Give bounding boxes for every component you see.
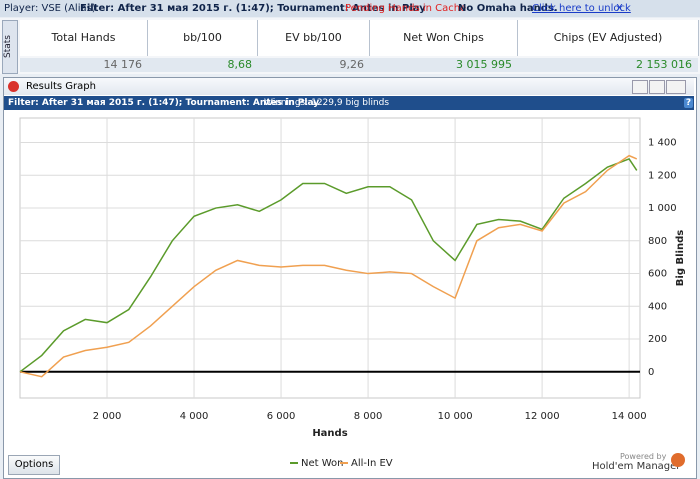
stats-panel: Stats Total Hands bb/100 EV bb/100 Net W… — [0, 18, 700, 74]
x-axis-label: Hands — [312, 428, 347, 439]
legend-label: Net Won — [301, 458, 344, 469]
close-window[interactable] — [666, 80, 686, 94]
close[interactable]: X — [616, 3, 623, 14]
y-tick-label: 600 — [648, 269, 667, 280]
y-tick-label: 0 — [648, 367, 654, 378]
y-tick-label: 800 — [648, 236, 667, 247]
stat-value: 14 176 — [20, 58, 148, 72]
brand-logo — [671, 453, 685, 467]
column-header[interactable]: bb/100 — [148, 20, 258, 56]
window-title: Results Graph — [26, 81, 96, 92]
stat-value: 9,26 — [258, 58, 370, 72]
column-header[interactable]: Net Won Chips — [370, 20, 518, 56]
x-tick-label: 2 000 — [93, 411, 122, 422]
window-filter: Filter: After 31 мая 2015 г. (1:47); Tou… — [8, 98, 320, 108]
column-header[interactable]: Total Hands — [20, 20, 148, 56]
y-tick-label: 200 — [648, 334, 667, 345]
winnings: Winnings: 1229,9 big blinds — [264, 98, 390, 108]
column-header[interactable]: Chips (EV Adjusted) — [518, 20, 699, 56]
top-bar: Player: VSE (Alias) Filter: After 31 мая… — [0, 0, 700, 17]
app-icon — [8, 81, 19, 92]
stat-value: 3 015 995 — [370, 58, 518, 72]
unlock-link[interactable]: Click here to unlock — [532, 3, 631, 14]
x-tick-label: 4 000 — [180, 411, 209, 422]
x-tick-label: 12 000 — [525, 411, 560, 422]
y-tick-label: 400 — [648, 301, 667, 312]
player: Player: VSE (Alias) — [4, 3, 96, 14]
window-title-bar: Results Graph — [4, 78, 694, 95]
plot-area — [19, 117, 641, 399]
y-tick-label: 1 200 — [648, 170, 677, 181]
options-label: Options — [14, 459, 54, 470]
series-line — [19, 154, 638, 378]
options-button[interactable]: Options — [8, 455, 60, 475]
legend-label: All-In EV — [351, 458, 393, 469]
brand: Hold'em Manager — [592, 461, 681, 472]
stat-value: 8,68 — [148, 58, 258, 72]
series-line — [19, 158, 638, 373]
column-header[interactable]: EV bb/100 — [258, 20, 370, 56]
x-tick-label: 14 000 — [612, 411, 647, 422]
omaha-note: No Omaha hands. — [458, 3, 558, 14]
x-tick-label: 10 000 — [438, 411, 473, 422]
x-tick-label: 8 000 — [354, 411, 383, 422]
stat-value: 2 153 016 — [518, 58, 698, 72]
y-axis-label: Big Blinds — [675, 230, 686, 286]
x-tick-label: 6 000 — [267, 411, 296, 422]
minimize[interactable] — [632, 80, 648, 94]
help[interactable]: ? — [684, 98, 693, 108]
filter: Filter: After 31 мая 2015 г. (1:47); Tou… — [80, 3, 426, 14]
pending[interactable]: Pending Hands in Cache — [345, 3, 467, 14]
maximize[interactable] — [649, 80, 665, 94]
powered-by: Powered by — [620, 452, 667, 461]
y-tick-label: 1 400 — [648, 138, 677, 149]
filter-bar: Filter: After 31 мая 2015 г. (1:47); Tou… — [4, 96, 694, 110]
y-tick-label: 1 000 — [648, 203, 677, 214]
